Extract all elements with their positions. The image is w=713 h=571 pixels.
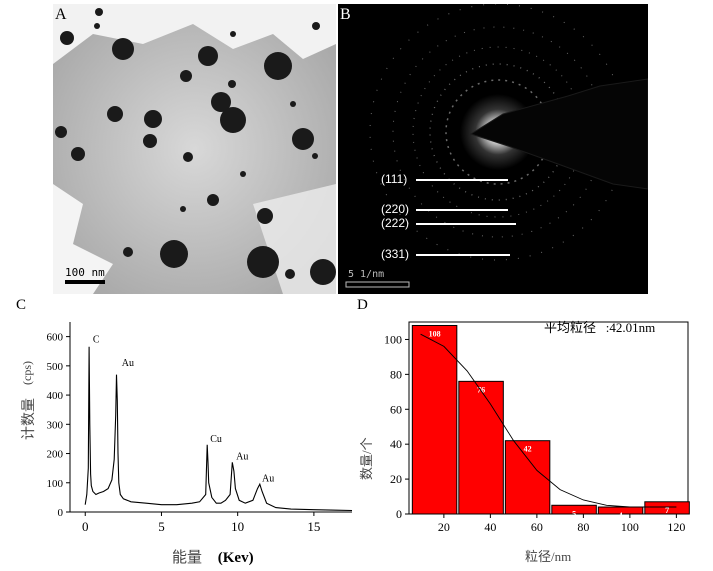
eds-xlabel-cn: 能量	[172, 550, 203, 566]
hist-bar	[458, 380, 504, 515]
panel-a-tem-image: A 100 nm	[53, 4, 336, 294]
hist-xtick-label: 100	[621, 520, 639, 534]
hist-ytick-label: 20	[390, 472, 402, 486]
eds-xtick-label: 10	[231, 519, 244, 534]
panel-b-scale-bar-label: 5 1/nm	[348, 269, 385, 280]
eds-ytick-label: 0	[58, 507, 64, 519]
hist-xtick-label: 80	[577, 520, 589, 534]
hist-xlabel: 粒径/nm	[525, 549, 572, 564]
eds-peak-label: Au	[262, 473, 274, 484]
hist-xtick-label: 20	[438, 520, 450, 534]
eds-ytick-label: 300	[47, 419, 64, 431]
eds-spectrum-line	[84, 346, 353, 512]
hist-fit-curve	[420, 333, 677, 508]
eds-peak-label: Au	[122, 358, 134, 369]
eds-peak-label: C	[93, 334, 100, 345]
panel-a-label: A	[55, 6, 67, 23]
panel-a-scale-bar-label: 100 nm	[65, 266, 105, 279]
size-histogram-chart: 0 20 40 60 80 100 20 40 60 80 100 120 108 76 42 5 4 7	[384, 321, 690, 534]
hist-bar-value-label: 5	[572, 509, 576, 518]
eds-xlabel-unit: (Kev)	[217, 550, 254, 566]
hist-bar	[551, 504, 597, 515]
eds-ytick-label: 100	[47, 478, 64, 490]
hist-bar	[597, 506, 644, 515]
panel-b-label: B	[340, 6, 351, 23]
eds-ytick-label: 500	[47, 361, 64, 373]
ring-label-331: (331)	[381, 247, 410, 261]
eds-ytick-label: 200	[47, 449, 64, 461]
hist-bar	[411, 324, 458, 515]
ring-label-220: (220)	[381, 202, 410, 216]
eds-xtick-label: 0	[82, 519, 89, 534]
eds-peak-label: Au	[236, 451, 248, 462]
eds-xlabel: 能量 (Kev)	[172, 546, 254, 567]
hist-ytick-label: 0	[396, 507, 402, 521]
hist-bar-value-label: 76	[477, 385, 485, 394]
hist-ylabel: 数量/个	[359, 437, 374, 480]
hist-ytick-label: 80	[390, 367, 402, 381]
panel-d-label: D	[357, 297, 368, 313]
ring-label-111: (111)	[381, 172, 408, 186]
mean-size-annotation: 平均粒径 :42.01nm	[544, 320, 656, 335]
hist-bar-value-label: 7	[665, 506, 669, 515]
diffraction-pattern	[345, 3, 649, 288]
hist-bar	[504, 440, 551, 515]
hist-bar	[644, 501, 690, 515]
hist-xtick-label: 60	[531, 520, 543, 534]
eds-ytick-label: 600	[47, 332, 64, 344]
hist-bar-value-label: 4	[619, 511, 623, 520]
panel-b-diffraction: B (111) (220) (222) (331) 5 1/nm	[338, 3, 649, 294]
ring-label-222: (222)	[381, 216, 410, 230]
eds-spectrum-chart: 0 100 200 300 400 500 600 0 5 10 15 C Au Cu Au Au	[47, 322, 353, 534]
eds-ytick-label: 400	[47, 390, 64, 402]
hist-ytick-label: 60	[390, 402, 402, 416]
hist-bar-value-label: 42	[524, 445, 532, 454]
hist-ytick-label: 40	[390, 437, 402, 451]
eds-peak-label: Cu	[210, 434, 222, 445]
eds-xtick-label: 5	[158, 519, 165, 534]
hist-ytick-label: 100	[384, 332, 402, 346]
hist-xtick-label: 120	[667, 520, 685, 534]
eds-xtick-label: 15	[307, 519, 320, 534]
hist-bar-value-label: 108	[429, 329, 441, 338]
panel-c-label: C	[16, 297, 27, 313]
tem-micrograph	[53, 4, 336, 294]
hist-xtick-label: 40	[484, 520, 496, 534]
